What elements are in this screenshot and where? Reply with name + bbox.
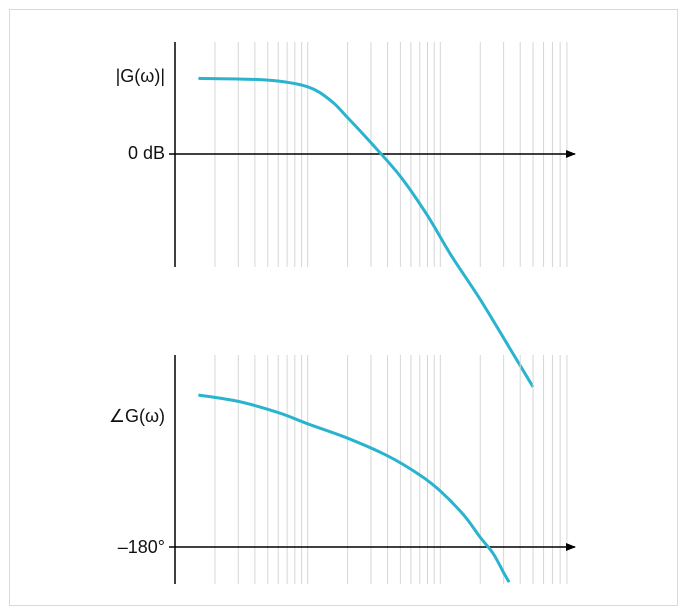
magnitude-reference-label: 0 dB <box>127 143 165 163</box>
magnitude-axis-label: |G(ω)| <box>115 66 165 86</box>
phase-panel <box>169 355 576 584</box>
phase-curve <box>198 393 511 583</box>
magnitude-panel <box>169 42 576 388</box>
magnitude-curve <box>198 76 535 388</box>
phase-axis-label: ∠G(ω) <box>108 406 165 426</box>
phase-reference-label: –180° <box>117 537 165 557</box>
figure-frame <box>9 9 678 606</box>
